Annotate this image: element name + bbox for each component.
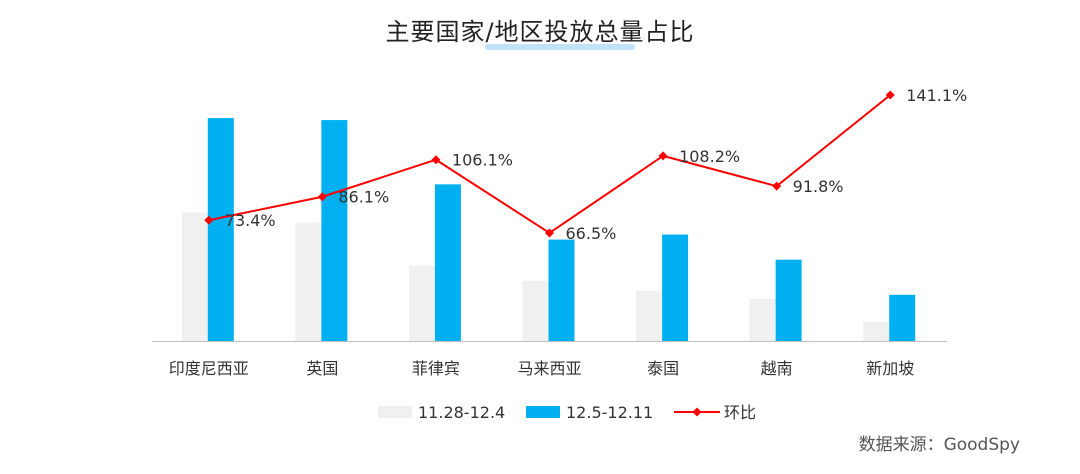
data-label: 141.1% [906, 86, 967, 105]
legend-swatch [526, 406, 560, 418]
data-label: 73.4% [225, 211, 276, 230]
ratio-marker [772, 181, 782, 191]
legend-label: 11.28-12.4 [418, 403, 505, 422]
x-tick-label: 印度尼西亚 [169, 359, 249, 378]
x-tick-label: 马来西亚 [517, 359, 581, 378]
x-tick-label: 菲律宾 [412, 359, 460, 378]
bar-this-week [662, 234, 689, 341]
bar-this-week [207, 118, 234, 341]
ratio-marker [658, 151, 668, 161]
x-tick-label: 越南 [761, 359, 793, 378]
ratio-marker [204, 215, 214, 225]
x-tick-label: 泰国 [647, 359, 679, 378]
legend-line-marker [692, 407, 702, 417]
bar-this-week [775, 259, 802, 341]
bar-prev-week [295, 222, 322, 341]
bar-this-week [889, 294, 916, 341]
bar-prev-week [636, 290, 663, 341]
x-tick-label: 新加坡 [866, 359, 914, 378]
data-label: 108.2% [679, 147, 740, 166]
data-label: 66.5% [566, 224, 617, 243]
data-source-note: 数据来源：GoodSpy [858, 435, 1020, 455]
ratio-marker [317, 192, 327, 202]
legend-label: 环比 [724, 403, 756, 422]
data-label: 106.1% [452, 151, 513, 170]
title-highlight [485, 44, 635, 50]
bar-prev-week [522, 280, 549, 341]
ratio-marker [431, 155, 441, 165]
legend-label: 12.5-12.11 [566, 403, 653, 422]
bar-this-week [548, 239, 575, 341]
x-tick-label: 英国 [306, 359, 338, 378]
bar-prev-week [181, 212, 208, 341]
bar-prev-week [749, 298, 776, 341]
ratio-marker [545, 228, 554, 238]
bar-this-week [321, 120, 348, 341]
ratio-line [208, 94, 891, 235]
data-label: 86.1% [338, 188, 389, 207]
bar-prev-week [863, 321, 890, 341]
ratio-marker [885, 90, 895, 100]
bar-this-week [434, 184, 461, 341]
data-label: 91.8% [793, 177, 844, 196]
legend-swatch [378, 406, 412, 418]
chart-title: 主要国家/地区投放总量占比 [385, 18, 695, 46]
bar-prev-week [408, 265, 435, 341]
